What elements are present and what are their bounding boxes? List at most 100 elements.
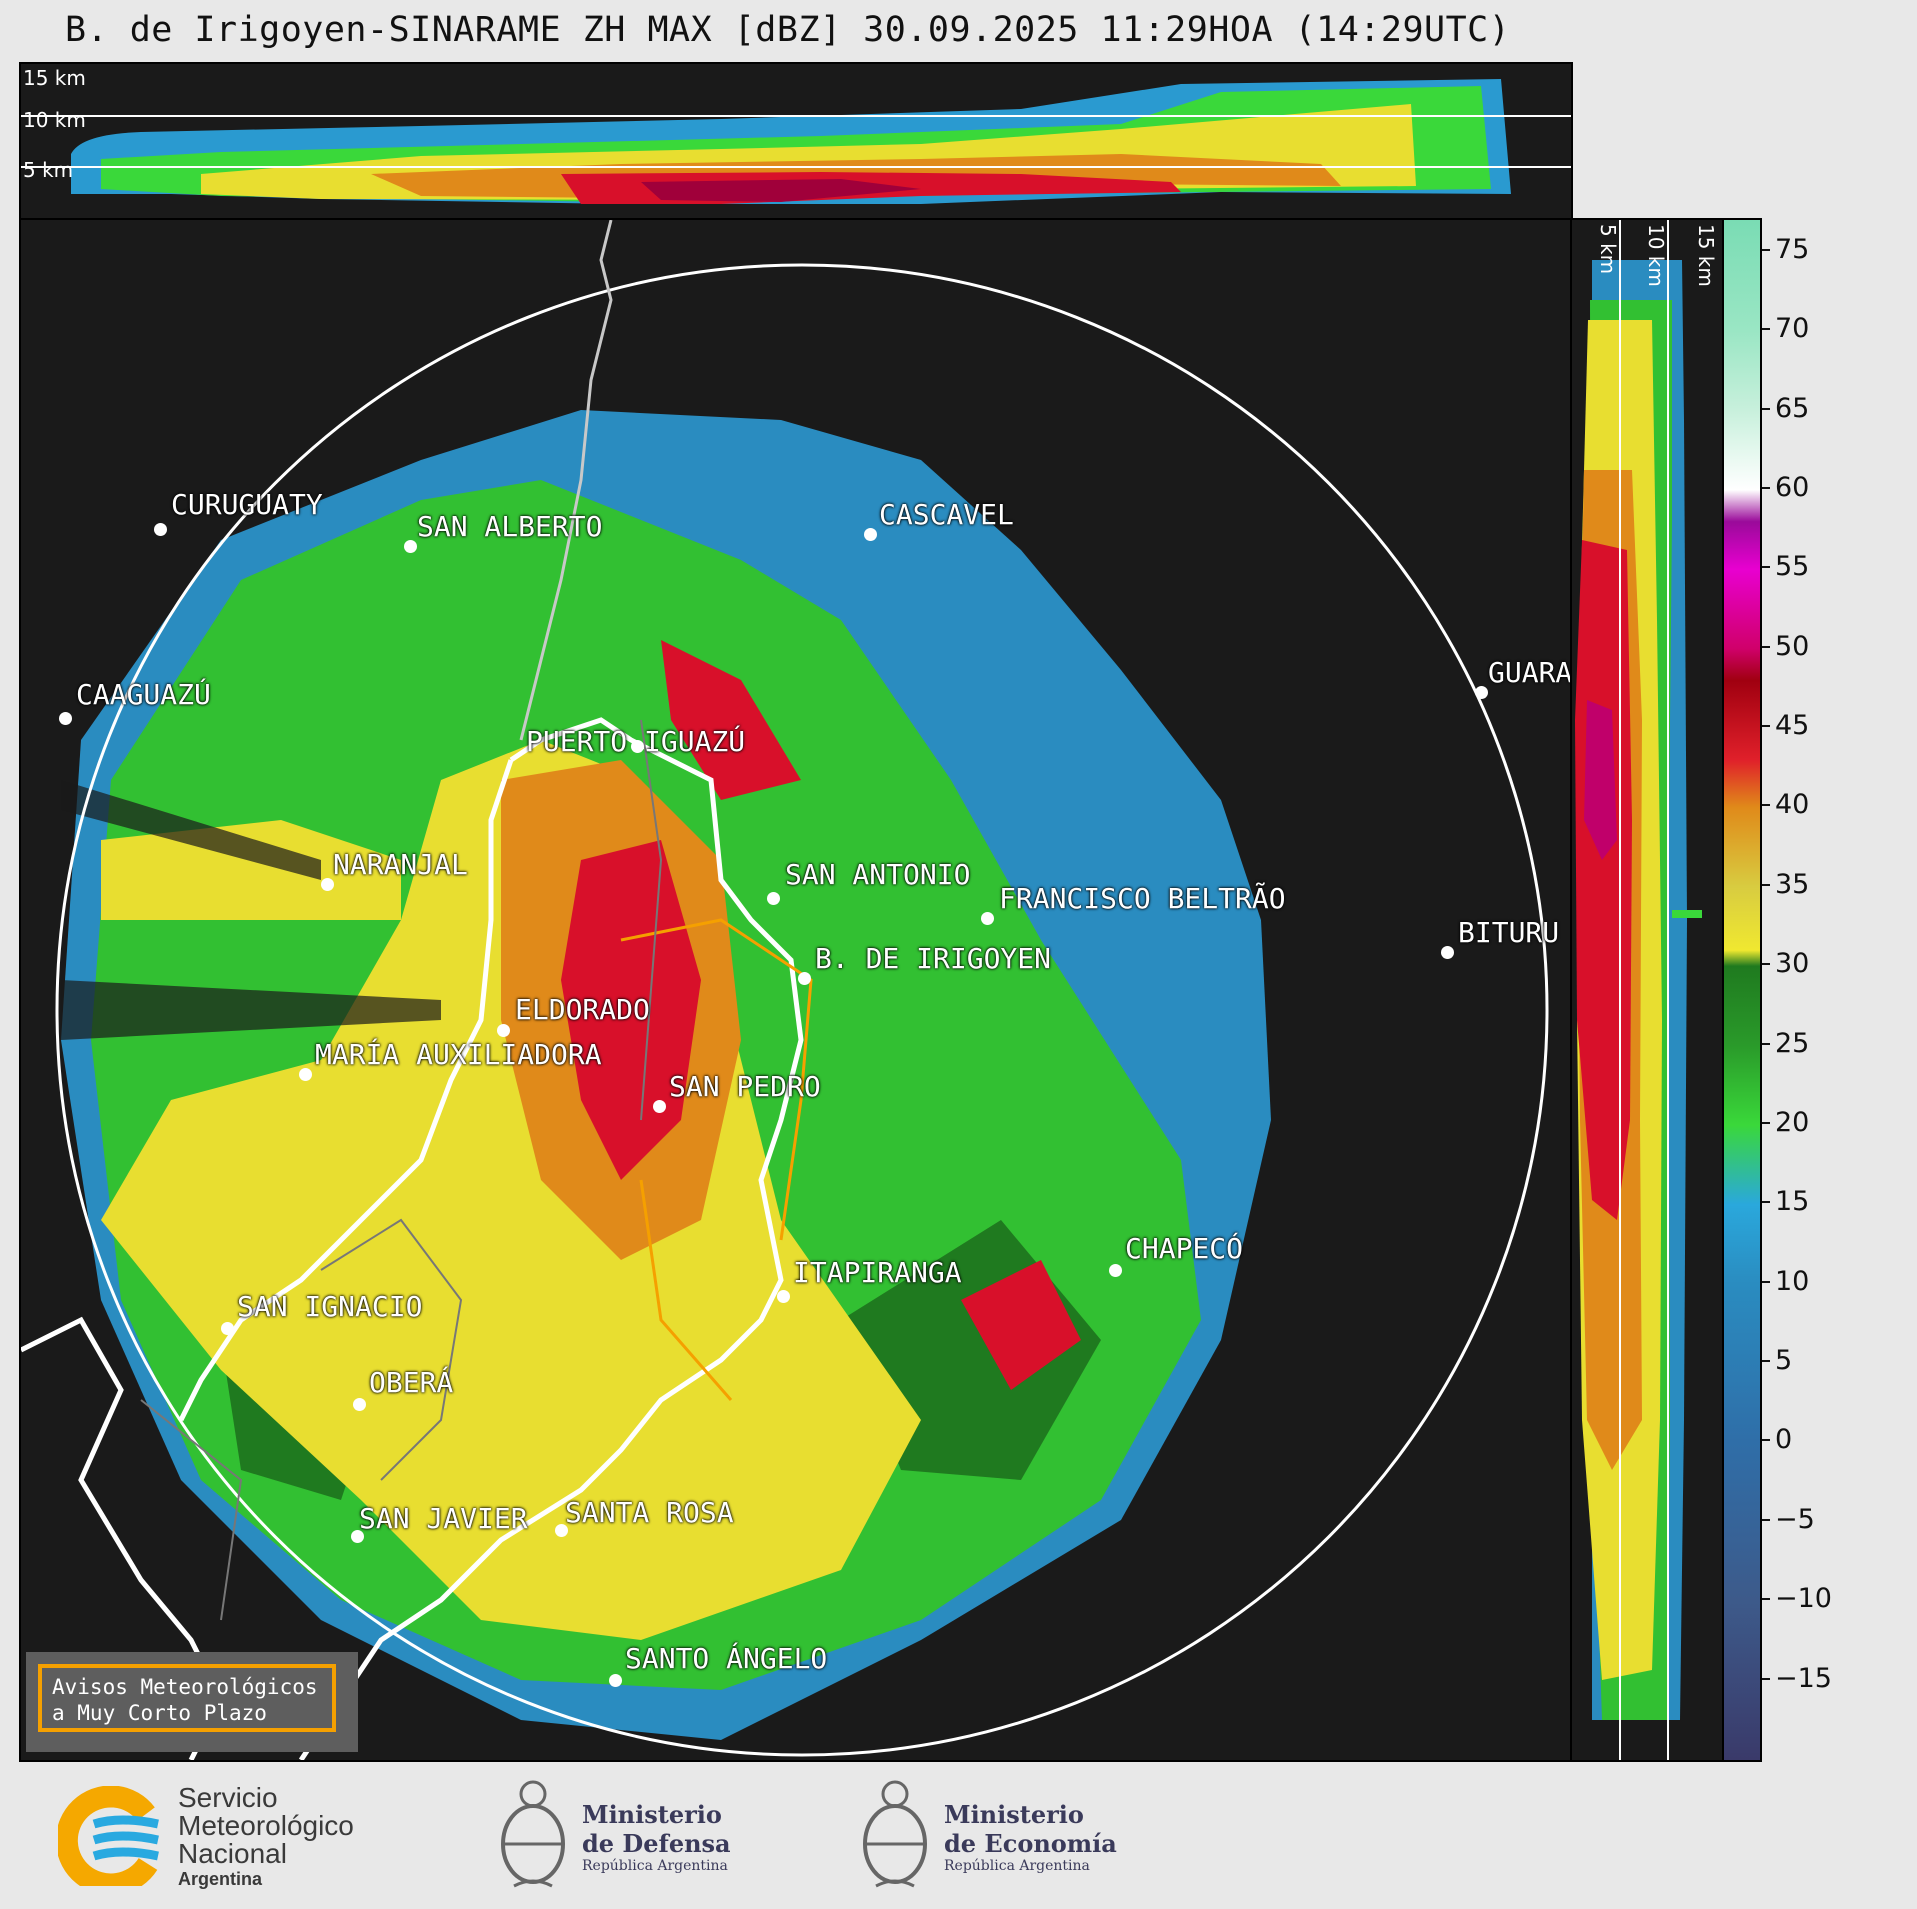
- misiones-border: [178, 759, 514, 1422]
- echo-red: [661, 640, 801, 800]
- colorbar-tick: [1762, 1518, 1770, 1521]
- colorbar-tick: [1762, 883, 1770, 886]
- colorbar-tick: [1762, 328, 1770, 331]
- colorbar-tick-label: 40: [1775, 789, 1810, 821]
- city-dot: [631, 740, 644, 753]
- colorbar-tick: [1762, 1677, 1770, 1680]
- avisos-panel: Avisos Meteorológicos a Muy Corto Plazo: [26, 1652, 358, 1752]
- city-dot: [555, 1524, 568, 1537]
- colorbar-tick-label: 70: [1775, 313, 1810, 345]
- city-label-francisco-beltrao: FRANCISCO BELTRÃO: [999, 882, 1286, 915]
- height-label-15km: 15 km: [23, 66, 86, 90]
- smn-line3: Nacional: [178, 1838, 287, 1869]
- city-dot: [154, 523, 167, 536]
- colorbar-tick: [1762, 248, 1770, 251]
- city-dot: [497, 1024, 510, 1037]
- city-label-chapeco: CHAPECÓ: [1125, 1232, 1244, 1265]
- radar-site-dot: [798, 972, 811, 985]
- colorbar-tick-label: 20: [1775, 1106, 1810, 1138]
- side-cross-section: [1575, 220, 1702, 1760]
- colorbar-tick-label: 30: [1775, 948, 1810, 980]
- colorbar-tick-label: 15: [1775, 1186, 1810, 1218]
- height-label-15km-vertical: 15 km: [1694, 224, 1718, 287]
- smn-logo-icon: [58, 1786, 159, 1886]
- colorbar-tick-label: 5: [1775, 1345, 1793, 1377]
- colorbar-tick-label: 25: [1775, 1027, 1810, 1059]
- colorbar-tick: [1762, 1042, 1770, 1045]
- echo-red: [561, 840, 701, 1180]
- defensa-logo-text: Ministerio de Defensa República Argentin…: [582, 1800, 731, 1874]
- height-label-10km-vertical: 10 km: [1644, 224, 1668, 287]
- city-dot: [1441, 946, 1454, 959]
- city-dot: [299, 1068, 312, 1081]
- smn-line1: Servicio: [178, 1782, 278, 1813]
- city-label-itapiranga: ITAPIRANGA: [793, 1256, 962, 1289]
- radar-map: [21, 220, 1549, 1760]
- city-dot: [321, 878, 334, 891]
- avisos-box: Avisos Meteorológicos a Muy Corto Plazo: [38, 1664, 336, 1732]
- economia-logo-text: Ministerio de Economía República Argenti…: [944, 1800, 1117, 1874]
- colorbar-tick-label: 45: [1775, 710, 1810, 742]
- colorbar-tick: [1762, 1201, 1770, 1204]
- city-label-curuguaty: CURUGUATY: [171, 488, 323, 521]
- chart-title: B. de Irigoyen-SINARAME ZH MAX [dBZ] 30.…: [65, 10, 1511, 50]
- city-label-puerto-iguazu: PUERTO IGUAZÚ: [526, 725, 746, 758]
- economia-line1: Ministerio: [944, 1800, 1084, 1829]
- department-boundary: [639, 1179, 733, 1401]
- border-line: [519, 220, 613, 741]
- city-label-santa-rosa: SANTA ROSA: [565, 1496, 734, 1529]
- side-cross-section-panel: 5 km 10 km 15 km: [1570, 218, 1724, 1762]
- city-label-obera: OBERÁ: [369, 1366, 454, 1399]
- coat-of-arms-icon: [863, 1780, 927, 1888]
- city-label-caaguazu: CAAGUAZÚ: [76, 678, 211, 711]
- city-label-naranjal: NARANJAL: [333, 848, 468, 881]
- colorbar-tick-label: −10: [1775, 1583, 1832, 1615]
- economia-line2: de Economía: [944, 1829, 1117, 1858]
- city-dot: [59, 712, 72, 725]
- colorbar-tick: [1762, 486, 1770, 489]
- coat-of-arms-icon: [501, 1780, 565, 1888]
- colorbar-tick: [1762, 1280, 1770, 1283]
- colorbar-tick-label: 50: [1775, 630, 1810, 662]
- smn-line2: Meteorológico: [178, 1810, 354, 1841]
- city-label-san-antonio: SAN ANTONIO: [785, 858, 971, 891]
- smn-line4: Argentina: [178, 1869, 263, 1889]
- radar-map-panel: CURUGUATY SAN ALBERTO CASCAVEL CAAGUAZÚ …: [19, 218, 1573, 1762]
- city-dot: [1109, 1264, 1122, 1277]
- city-dot: [767, 892, 780, 905]
- echo-red: [961, 1260, 1081, 1390]
- city-label-cascavel: CASCAVEL: [879, 498, 1014, 531]
- colorbar-tick: [1762, 1121, 1770, 1124]
- colorbar-tick-label: 0: [1775, 1424, 1793, 1456]
- colorbar-tick-label: 60: [1775, 471, 1810, 503]
- colorbar-tick-label: −15: [1775, 1662, 1832, 1694]
- top-cross-section: [21, 79, 1571, 204]
- department-boundary: [320, 1218, 463, 1481]
- height-label-5km: 5 km: [23, 158, 74, 182]
- colorbar-tick-label: 55: [1775, 551, 1810, 583]
- colorbar-tick: [1762, 566, 1770, 569]
- city-label-bituru: BITURU: [1458, 916, 1560, 949]
- avisos-line1: Avisos Meteorológicos: [52, 1675, 318, 1699]
- department-boundary: [620, 918, 813, 1241]
- city-dot: [864, 528, 877, 541]
- city-label-san-pedro: SAN PEDRO: [669, 1070, 821, 1103]
- colorbar: [1722, 218, 1762, 1762]
- city-label-san-javier: SAN JAVIER: [359, 1502, 528, 1535]
- colorbar-tick: [1762, 407, 1770, 410]
- colorbar-tick: [1762, 804, 1770, 807]
- city-dot: [777, 1290, 790, 1303]
- city-dot: [351, 1530, 364, 1543]
- colorbar-tick: [1762, 963, 1770, 966]
- city-dot: [1475, 686, 1488, 699]
- misiones-border: [298, 717, 804, 1760]
- defensa-line2: de Defensa: [582, 1829, 731, 1858]
- colorbar-tick-label: 65: [1775, 392, 1810, 424]
- colorbar-tick: [1762, 1439, 1770, 1442]
- city-label-san-alberto: SAN ALBERTO: [417, 510, 603, 543]
- colorbar-tick-label: −5: [1775, 1503, 1815, 1535]
- city-label-b-de-irigoyen: B. DE IRIGOYEN: [815, 942, 1052, 975]
- city-dot: [609, 1674, 622, 1687]
- colorbar-tick: [1762, 1598, 1770, 1601]
- colorbar-tick: [1762, 1360, 1770, 1363]
